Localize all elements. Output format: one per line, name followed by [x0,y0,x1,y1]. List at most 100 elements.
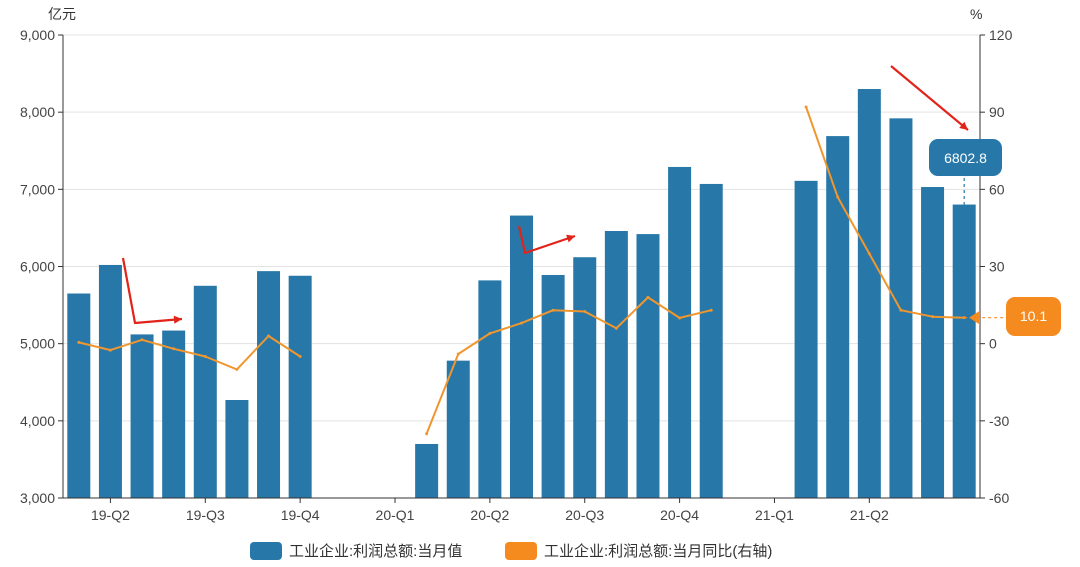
right-tick-label: 0 [989,336,997,352]
bar[interactable] [794,180,818,498]
legend-label-line[interactable]: 工业企业:利润总额:当月同比(右轴) [544,542,772,560]
bar[interactable] [889,118,913,498]
line-segment [78,335,301,371]
bar[interactable] [98,264,122,498]
line-segment [805,106,965,319]
right-tick-label: -60 [989,490,1009,506]
line-point[interactable] [172,347,176,351]
line-point[interactable] [298,355,302,359]
arrow-annotation-head [566,234,575,243]
line-point[interactable] [520,321,523,325]
line-point[interactable] [867,252,871,256]
bar[interactable] [478,280,502,498]
right-tick-label: 120 [989,27,1013,43]
line-point[interactable] [77,340,81,344]
line-series [77,105,966,436]
line-point[interactable] [267,334,271,338]
bar[interactable] [288,275,312,498]
legend: 工业企业:利润总额:当月值 工业企业:利润总额:当月同比(右轴) [250,542,772,560]
bar[interactable] [257,271,281,498]
bar[interactable] [162,330,186,498]
bar-callout-badge [929,139,1002,176]
line-point[interactable] [583,310,587,314]
line-point[interactable] [551,308,555,312]
arrow-annotation-head [959,121,968,130]
line-point[interactable] [931,315,935,319]
bar[interactable] [510,215,533,498]
line-point[interactable] [614,326,618,330]
bar[interactable] [225,399,249,498]
right-tick-label: 60 [989,181,1005,197]
line-point[interactable] [456,352,460,356]
line-callout-value: 10.1 [1020,308,1047,324]
axes: 3,000 4,000 5,000 6,000 7,000 8,000 9,000 -60 -3… [20,27,1013,523]
legend-swatch-bar [250,542,282,560]
bar[interactable] [857,89,881,499]
x-tick-label: 20-Q2 [470,507,509,523]
line-point[interactable] [678,316,682,320]
bar[interactable] [67,293,91,498]
line-point[interactable] [108,348,112,352]
x-tick-label: 19-Q2 [91,507,130,523]
line-point[interactable] [646,295,650,299]
bar[interactable] [415,443,439,498]
line-point[interactable] [804,105,808,109]
left-tick-label: 6,000 [20,259,55,275]
arrow-annotation [890,65,969,131]
x-tick-label: 20-Q1 [376,507,415,523]
bar[interactable] [446,360,470,498]
line-point[interactable] [899,308,903,312]
x-tick-label: 21-Q1 [755,507,794,523]
bar[interactable] [604,231,628,498]
left-tick-label: 9,000 [20,27,55,43]
arrow-annotation [121,257,183,325]
x-tick-label: 20-Q4 [660,507,699,523]
right-tick-label: 30 [989,259,1005,275]
bar[interactable] [130,334,154,498]
bar[interactable] [952,204,976,498]
arrow-annotation-shaft [517,225,576,255]
bar[interactable] [573,257,597,498]
legend-swatch-line [505,542,537,560]
bar-callout-value: 6802.8 [944,150,987,166]
line-point[interactable] [140,338,144,342]
value-callouts: 6802.8 10.1 [929,139,1061,336]
line-point[interactable] [203,355,207,359]
right-tick-label: 90 [989,104,1005,120]
x-tick-label: 20-Q3 [565,507,604,523]
line-segment [425,296,712,435]
left-tick-label: 8,000 [20,104,55,120]
bar-series [67,89,976,499]
arrow-annotation-shaft [890,65,969,131]
left-tick-label: 7,000 [20,181,55,197]
bar[interactable] [541,274,565,498]
line-point[interactable] [425,432,429,436]
arrow-annotation [517,225,576,255]
right-tick-label: -30 [989,413,1009,429]
legend-label-bar[interactable]: 工业企业:利润总额:当月值 [289,542,462,560]
bar[interactable] [668,166,692,498]
line-callout-badge [1006,297,1061,336]
line-callout-pointer [969,310,980,325]
x-tick-label: 21-Q2 [850,507,889,523]
annotation-arrows [121,65,969,325]
left-tick-label: 4,000 [20,413,55,429]
line-point[interactable] [836,195,840,199]
line-point[interactable] [235,367,239,371]
x-tick-label: 19-Q4 [281,507,320,523]
bar[interactable] [636,234,660,498]
arrow-annotation-shaft [121,257,183,325]
bar[interactable] [193,285,217,498]
left-axis-unit: 亿元 [48,6,76,22]
right-axis-unit: % [970,6,982,22]
line-point[interactable] [488,331,492,335]
arrow-annotation-head [173,315,182,324]
bar[interactable] [826,136,850,499]
left-tick-label: 3,000 [20,490,55,506]
bar[interactable] [699,183,723,498]
line-point[interactable] [709,308,713,312]
bar[interactable] [921,187,945,499]
left-tick-label: 5,000 [20,336,55,352]
x-tick-label: 19-Q3 [186,507,225,523]
